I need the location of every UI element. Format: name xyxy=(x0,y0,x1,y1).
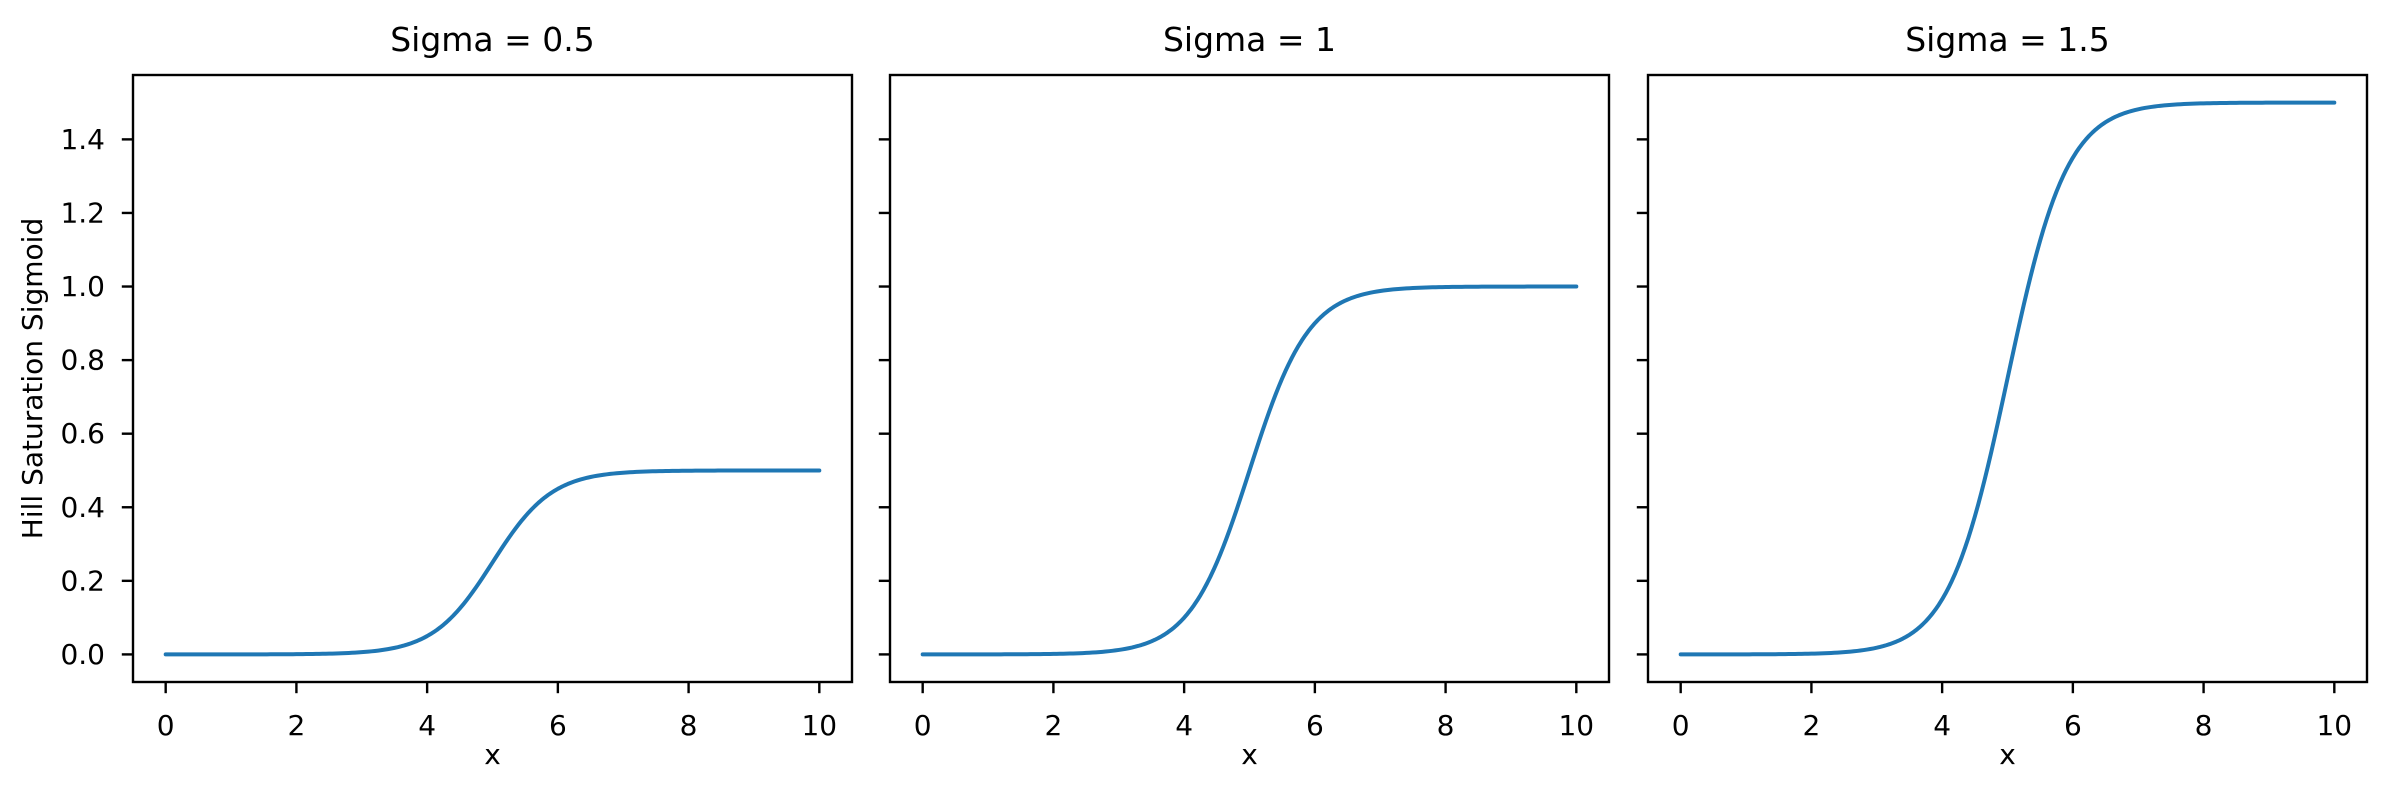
x-tick-label: 8 xyxy=(2195,709,2213,742)
x-tick-label: 2 xyxy=(1044,709,1062,742)
x-tick-label: 8 xyxy=(680,709,698,742)
sigmoid-curve-line xyxy=(1678,100,2337,657)
y-tick-label: 0.0 xyxy=(60,638,105,671)
y-tick-label: 0.6 xyxy=(60,417,105,450)
axes-spines xyxy=(888,73,1611,684)
axes-spines xyxy=(1646,73,2369,684)
subplot-title: Sigma = 1 xyxy=(1163,20,1336,59)
x-tick-label: 0 xyxy=(914,709,932,742)
y-axis-label: Hill Saturation Sigmoid xyxy=(16,218,49,539)
subplot-title: Sigma = 0.5 xyxy=(390,20,595,59)
axes-spines xyxy=(131,73,854,684)
x-tick-label: 6 xyxy=(1306,709,1324,742)
x-tick-label: 4 xyxy=(418,709,436,742)
y-tick-label: 1.0 xyxy=(60,270,105,303)
subplot-0: Sigma = 0.5 0 2 4 6 8 10 0.0 0.2 0.4 0.6 0.8 1.0 1.2 1… xyxy=(60,20,854,771)
sigmoid-curve-line xyxy=(920,284,1579,657)
x-axis-label: x xyxy=(1241,738,1258,771)
sigmoid-curve-line xyxy=(163,468,822,657)
subplot-2: Sigma = 1.5 0 2 4 6 8 10 x xyxy=(1636,20,2369,771)
x-tick-label: 0 xyxy=(157,709,175,742)
x-tick-label: 0 xyxy=(1672,709,1690,742)
y-tick-label: 0.8 xyxy=(60,344,105,377)
x-tick-label: 10 xyxy=(801,709,837,742)
x-axis-label: x xyxy=(484,738,501,771)
x-tick-label: 10 xyxy=(1558,709,1594,742)
x-tick-label: 2 xyxy=(287,709,305,742)
x-tick-label: 6 xyxy=(2064,709,2082,742)
subplot-1: Sigma = 1 0 2 4 6 8 10 x xyxy=(878,20,1611,771)
x-tick-label: 4 xyxy=(1175,709,1193,742)
x-tick-label: 6 xyxy=(549,709,567,742)
x-axis-label: x xyxy=(1999,738,2016,771)
y-tick-label: 1.4 xyxy=(60,123,105,156)
x-tick-label: 8 xyxy=(1437,709,1455,742)
y-tick-label: 0.4 xyxy=(60,491,105,524)
x-tick-label: 2 xyxy=(1802,709,1820,742)
x-tick-label: 4 xyxy=(1933,709,1951,742)
y-tick-label: 0.2 xyxy=(60,564,105,597)
subplot-title: Sigma = 1.5 xyxy=(1905,20,2110,59)
x-tick-label: 10 xyxy=(2316,709,2352,742)
y-tick-label: 1.2 xyxy=(60,196,105,229)
